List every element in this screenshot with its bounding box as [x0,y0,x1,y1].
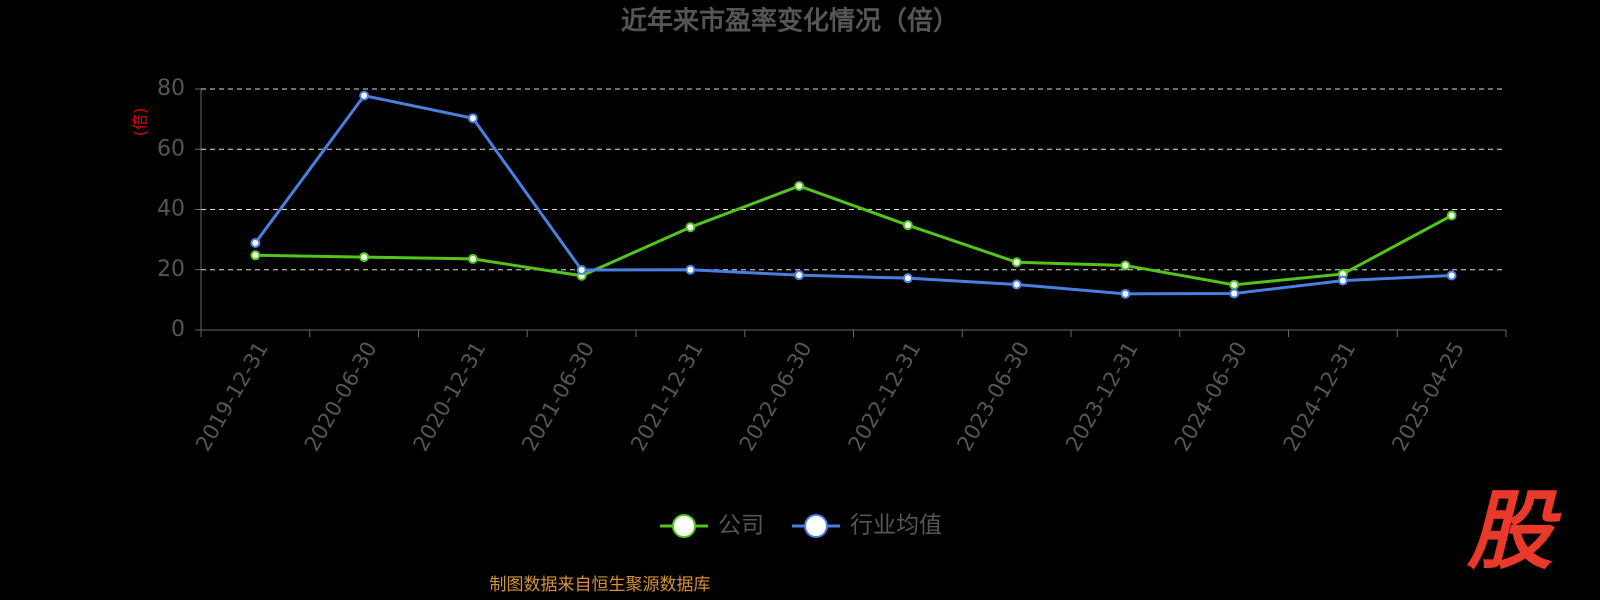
data-point [250,250,261,261]
series-line [254,93,1452,296]
data-point [467,253,478,264]
data-point [1011,279,1022,290]
data-point [794,270,805,281]
data-point [1446,210,1457,221]
chart-title: 近年来市盈率变化情况（倍） [621,6,959,37]
y-tick-label: 40 [157,197,185,222]
data-point [794,181,805,192]
legend-marker [672,514,696,538]
data-point [902,220,913,231]
data-point [1229,288,1240,299]
data-point [467,113,478,124]
source-note: 制图数据来自恒生聚源数据库 [490,575,711,595]
data-point [1446,270,1457,281]
legend-label: 公司 [718,513,764,539]
data-point [1337,275,1348,286]
y-tick-label: 0 [171,317,185,342]
y-tick-label: 20 [157,257,185,282]
logo: 股 [1466,481,1562,581]
series-line [255,184,1453,287]
legend-marker [804,514,828,538]
data-point [902,273,913,284]
legend-label: 行业均值 [850,513,942,539]
data-point [250,237,261,248]
data-point [685,264,696,275]
y-tick-label: 60 [157,136,185,161]
y-axis-label: (倍) [131,108,150,137]
data-point [1229,279,1240,290]
data-point [576,265,587,276]
y-tick-label: 80 [157,76,185,101]
data-point [685,222,696,233]
data-point [1011,257,1022,268]
data-point [1120,260,1131,271]
data-point [359,252,370,263]
data-point [1120,288,1131,299]
data-point [359,90,370,101]
